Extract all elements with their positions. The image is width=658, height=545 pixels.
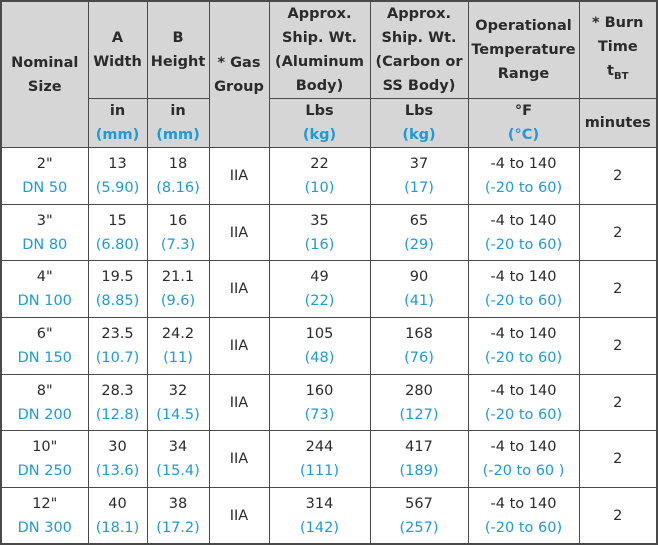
burn-symbol: t <box>607 63 614 80</box>
table-row: 4" DN 100 19.5 (8.85) 21.1 (9.6) IIA 49 (22) 90 (4… <box>0 260 658 319</box>
table-row: 2" DN 50 13 (5.90) 18 (8.16) IIA 22 (10) 37 (17) -4… <box>0 147 658 205</box>
cell-nominal-size: 8" DN 200 <box>0 373 89 432</box>
header-temperature-range: Operational Temperature Range <box>467 0 580 99</box>
cell-gas-group: IIA <box>208 487 270 545</box>
header-weight-carbon-ss: Approx. Ship. Wt. (Carbon or SS Body) <box>369 0 469 99</box>
cell-weight-carbon-ss: 90 (41) <box>369 260 469 319</box>
cell-burn-time: 2 <box>578 430 658 489</box>
cell-a-width: 30 (13.6) <box>87 430 148 489</box>
unit-b: in (mm) <box>146 98 210 148</box>
table-body: 2" DN 50 13 (5.90) 18 (8.16) IIA 22 (10) 37 (17) -4… <box>0 147 658 545</box>
header-b-height: B Height <box>146 0 210 99</box>
cell-nominal-size: 6" DN 150 <box>0 317 89 375</box>
cell-temperature-range: -4 to 140 (-20 to 60 ) <box>467 430 580 489</box>
cell-b-height: 34 (15.4) <box>146 430 210 489</box>
cell-weight-aluminum: 314 (142) <box>268 487 371 545</box>
cell-burn-time: 2 <box>578 317 658 375</box>
cell-weight-carbon-ss: 65 (29) <box>369 203 469 262</box>
header-weight-aluminum: Approx. Ship. Wt. (Aluminum Body) <box>268 0 371 99</box>
cell-burn-time: 2 <box>578 147 658 205</box>
cell-a-width: 19.5 (8.85) <box>87 260 148 319</box>
cell-nominal-size: 2" DN 50 <box>0 147 89 205</box>
cell-gas-group: IIA <box>208 430 270 489</box>
cell-temperature-range: -4 to 140 (-20 to 60) <box>467 317 580 375</box>
burn-symbol-sub: BT <box>613 70 629 82</box>
cell-weight-aluminum: 35 (16) <box>268 203 371 262</box>
table-row: 10" DN 250 30 (13.6) 34 (15.4) IIA 244 (111) 417(… <box>0 430 658 489</box>
unit-a: in (mm) <box>87 98 148 148</box>
cell-nominal-size: 4" DN 100 <box>0 260 89 319</box>
cell-weight-aluminum: 160 (73) <box>268 373 371 432</box>
header-gas-group: * Gas Group <box>208 0 270 148</box>
cell-weight-carbon-ss: 280 (127) <box>369 373 469 432</box>
cell-a-width: 23.5 (10.7) <box>87 317 148 375</box>
cell-nominal-size: 3" DN 80 <box>0 203 89 262</box>
cell-burn-time: 2 <box>578 203 658 262</box>
cell-weight-aluminum: 244 (111) <box>268 430 371 489</box>
cell-a-width: 15 (6.80) <box>87 203 148 262</box>
header-a-width: A Width <box>87 0 148 99</box>
cell-gas-group: IIA <box>208 317 270 375</box>
cell-temperature-range: -4 to 140 (-20 to 60) <box>467 203 580 262</box>
unit-weight-carbon-ss: Lbs (kg) <box>369 98 469 148</box>
cell-weight-aluminum: 49 (22) <box>268 260 371 319</box>
cell-burn-time: 2 <box>578 487 658 545</box>
cell-a-width: 28.3 (12.8) <box>87 373 148 432</box>
cell-burn-time: 2 <box>578 260 658 319</box>
cell-weight-carbon-ss: 168 (76) <box>369 317 469 375</box>
table-row: 8" DN 200 28.3 (12.8) 32 (14.5) IIA 160 (73) 280(… <box>0 373 658 432</box>
cell-temperature-range: -4 to 140 (-20 to 60) <box>467 487 580 545</box>
cell-b-height: 38 (17.2) <box>146 487 210 545</box>
header-burn-time: * Burn Time tBT <box>578 0 658 99</box>
cell-b-height: 16 (7.3) <box>146 203 210 262</box>
cell-weight-carbon-ss: 417 (189) <box>369 430 469 489</box>
table-row: 6" DN 150 23.5 (10.7) 24.2 (11) IIA 105 (48) 168(… <box>0 317 658 375</box>
cell-gas-group: IIA <box>208 147 270 205</box>
cell-weight-aluminum: 105 (48) <box>268 317 371 375</box>
cell-weight-carbon-ss: 567 (257) <box>369 487 469 545</box>
cell-b-height: 32 (14.5) <box>146 373 210 432</box>
unit-temperature: °F (°C) <box>467 98 580 148</box>
cell-temperature-range: -4 to 140 (-20 to 60) <box>467 373 580 432</box>
unit-burn-time: minutes <box>578 98 658 148</box>
header-row: Nominal Size A Width B Height * Gas Grou… <box>0 0 658 148</box>
cell-nominal-size: 10" DN 250 <box>0 430 89 489</box>
cell-weight-carbon-ss: 37 (17) <box>369 147 469 205</box>
cell-b-height: 21.1 (9.6) <box>146 260 210 319</box>
units-row: in (mm) in (mm) Lbs (kg) Lbs (kg) °F (°C… <box>1 98 658 148</box>
table-row: 3" DN 80 15 (6.80) 16 (7.3) IIA 35 (16) 65 (29) -4 … <box>0 203 658 262</box>
cell-a-width: 13 (5.90) <box>87 147 148 205</box>
cell-nominal-size: 12" DN 300 <box>0 487 89 545</box>
cell-temperature-range: -4 to 140 (-20 to 60) <box>467 260 580 319</box>
cell-gas-group: IIA <box>208 373 270 432</box>
header-nominal-size: Nominal Size <box>0 0 89 148</box>
table-row: 12" DN 300 40 (18.1) 38 (17.2) IIA 314 (142) 567(… <box>0 487 658 545</box>
cell-b-height: 24.2 (11) <box>146 317 210 375</box>
cell-b-height: 18 (8.16) <box>146 147 210 205</box>
cell-gas-group: IIA <box>208 203 270 262</box>
cell-gas-group: IIA <box>208 260 270 319</box>
cell-temperature-range: -4 to 140 (-20 to 60) <box>467 147 580 205</box>
cell-a-width: 40 (18.1) <box>87 487 148 545</box>
cell-burn-time: 2 <box>578 373 658 432</box>
unit-weight-aluminum: Lbs (kg) <box>268 98 371 148</box>
cell-weight-aluminum: 22 (10) <box>268 147 371 205</box>
